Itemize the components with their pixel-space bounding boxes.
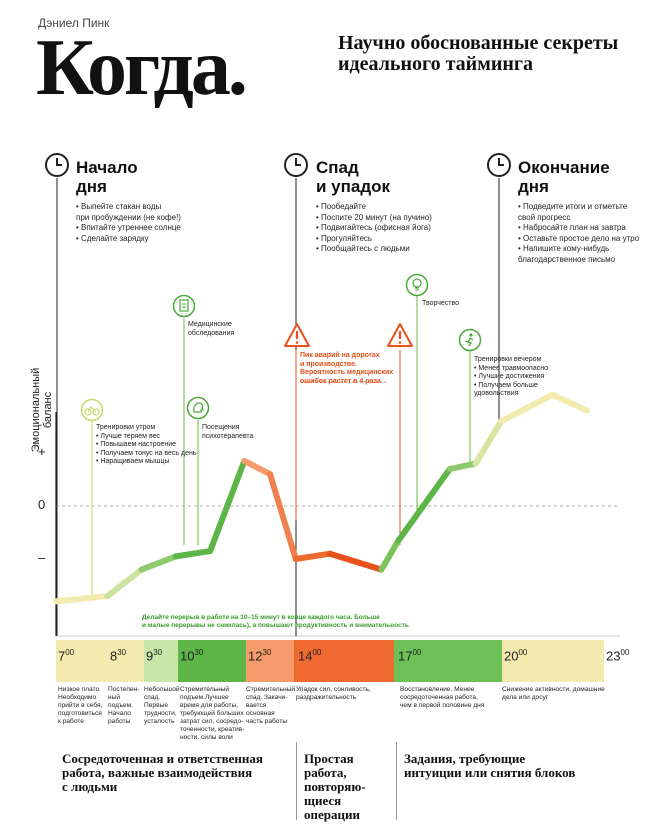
curve-segment [549, 391, 590, 414]
curve-segment [241, 457, 274, 478]
timeline-segment-830 [108, 640, 144, 682]
head-therapy-icon [186, 396, 210, 425]
curve-segment [104, 566, 145, 600]
timeline-desc: Упадок сил, сонливость, раздражительность [296, 686, 371, 701]
timeline-desc: Небольшой спад. Первые трудности, усталость [144, 686, 180, 725]
time-label: 1030 [180, 648, 204, 664]
annotation-evening-training: Тренировки вечером • Менее травмоопасно • … [474, 356, 548, 397]
curve-segment [395, 465, 453, 544]
annotation-creativity: Творчество [422, 300, 460, 307]
curve-segment [327, 550, 385, 573]
phase-bullets-morning: • Выпейте стакан воды при пробуждении (не… [76, 202, 181, 243]
task-focused-work: Сосредоточенная и ответственная работа, в… [62, 751, 263, 794]
timeline-desc: Снижение активности, домашние дела или до… [502, 686, 605, 701]
clock-icon [283, 152, 309, 183]
curve-segment [207, 457, 248, 555]
curve-segment [292, 550, 333, 562]
timeline-segment-20 [502, 640, 604, 682]
y-axis-label: Эмоциональный баланс [30, 367, 54, 453]
curve-segment [138, 553, 179, 573]
task-simple-work: Простая работа, повторяю-щиеся операции [304, 751, 366, 822]
timeline-desc: Низкое плато. Необходимо прийти в себя, под… [58, 686, 103, 725]
author-name: Дэниел Пинк [38, 16, 110, 30]
warning-icon [386, 322, 414, 353]
balance-curve [53, 391, 590, 605]
timeline-desc: Восстановление. Менее сосредоточенная раб… [400, 686, 485, 709]
time-label: 930 [146, 648, 163, 664]
timeline-segment-1230 [246, 640, 294, 682]
runner-icon [458, 328, 482, 357]
timeline-desc: Стремительный подъем.Лучшее время для рабо… [180, 686, 245, 741]
clock-icon [486, 152, 512, 183]
medical-checklist-icon [172, 294, 196, 323]
phase-title-midday: Спад и упадок [316, 158, 391, 196]
timeline-segment-930 [144, 640, 178, 682]
time-label: 700 [58, 648, 75, 664]
time-label: 830 [110, 648, 127, 664]
time-label: 1230 [248, 648, 272, 664]
curve-segment [472, 418, 505, 467]
curve-segment [446, 460, 479, 472]
phase-bullets-midday: • Пообедайте • Поспите 20 минут (на пучин… [316, 202, 432, 253]
curve-segment [498, 391, 556, 425]
timeline-segment-17 [394, 640, 502, 682]
annotation-warning: Пик аварий на дорогах и производстве. Веро… [300, 352, 394, 385]
curve-segment [267, 471, 299, 562]
y-tick-plus: + [38, 444, 46, 459]
phase-bullets-evening: • Подведите итоги и отметьте свой прогрес… [518, 202, 640, 264]
lightbulb-icon [405, 273, 429, 302]
y-tick-minus: – [38, 550, 46, 565]
time-label: 1700 [398, 648, 422, 664]
time-label: 2300 [606, 648, 630, 664]
time-label: 1400 [298, 648, 322, 664]
timeline-segment-7 [56, 640, 108, 682]
annotation-medical: Медицинские обследования [188, 321, 235, 337]
phase-title-evening: Окончание дня [518, 158, 610, 196]
page-title: Когда. [36, 24, 248, 112]
timeline-segment-1030 [178, 640, 246, 682]
clock-icon [44, 152, 70, 183]
task-intuitive-work: Задания, требующие интуиции или снятия бл… [404, 751, 576, 780]
annotation-morning-training: Тренировки утром • Лучше теряем вес • Повы… [96, 424, 197, 465]
task-divider [396, 742, 397, 820]
time-label: 2000 [504, 648, 528, 664]
page-subtitle: Научно обоснованные секреты идеального т… [338, 32, 619, 75]
timeline-desc: Стремительный спад. Закачи-вается основна… [246, 686, 296, 725]
curve-segment [53, 593, 111, 605]
bicycle-icon [80, 398, 104, 427]
task-divider [296, 742, 297, 820]
phase-title-morning: Начало дня [76, 158, 138, 196]
curve-segment [172, 548, 214, 560]
warning-icon [283, 322, 311, 353]
curve-segment [378, 537, 402, 573]
y-tick-zero: 0 [38, 497, 46, 512]
timeline-desc: Постепен-ный подъем. Начало работы [108, 686, 140, 725]
break-note: Делайте перерыв в работе на 10–15 минут … [142, 614, 409, 629]
timeline-segment-14 [294, 640, 394, 682]
annotation-physio: Посещения психотерапевта [202, 424, 254, 440]
